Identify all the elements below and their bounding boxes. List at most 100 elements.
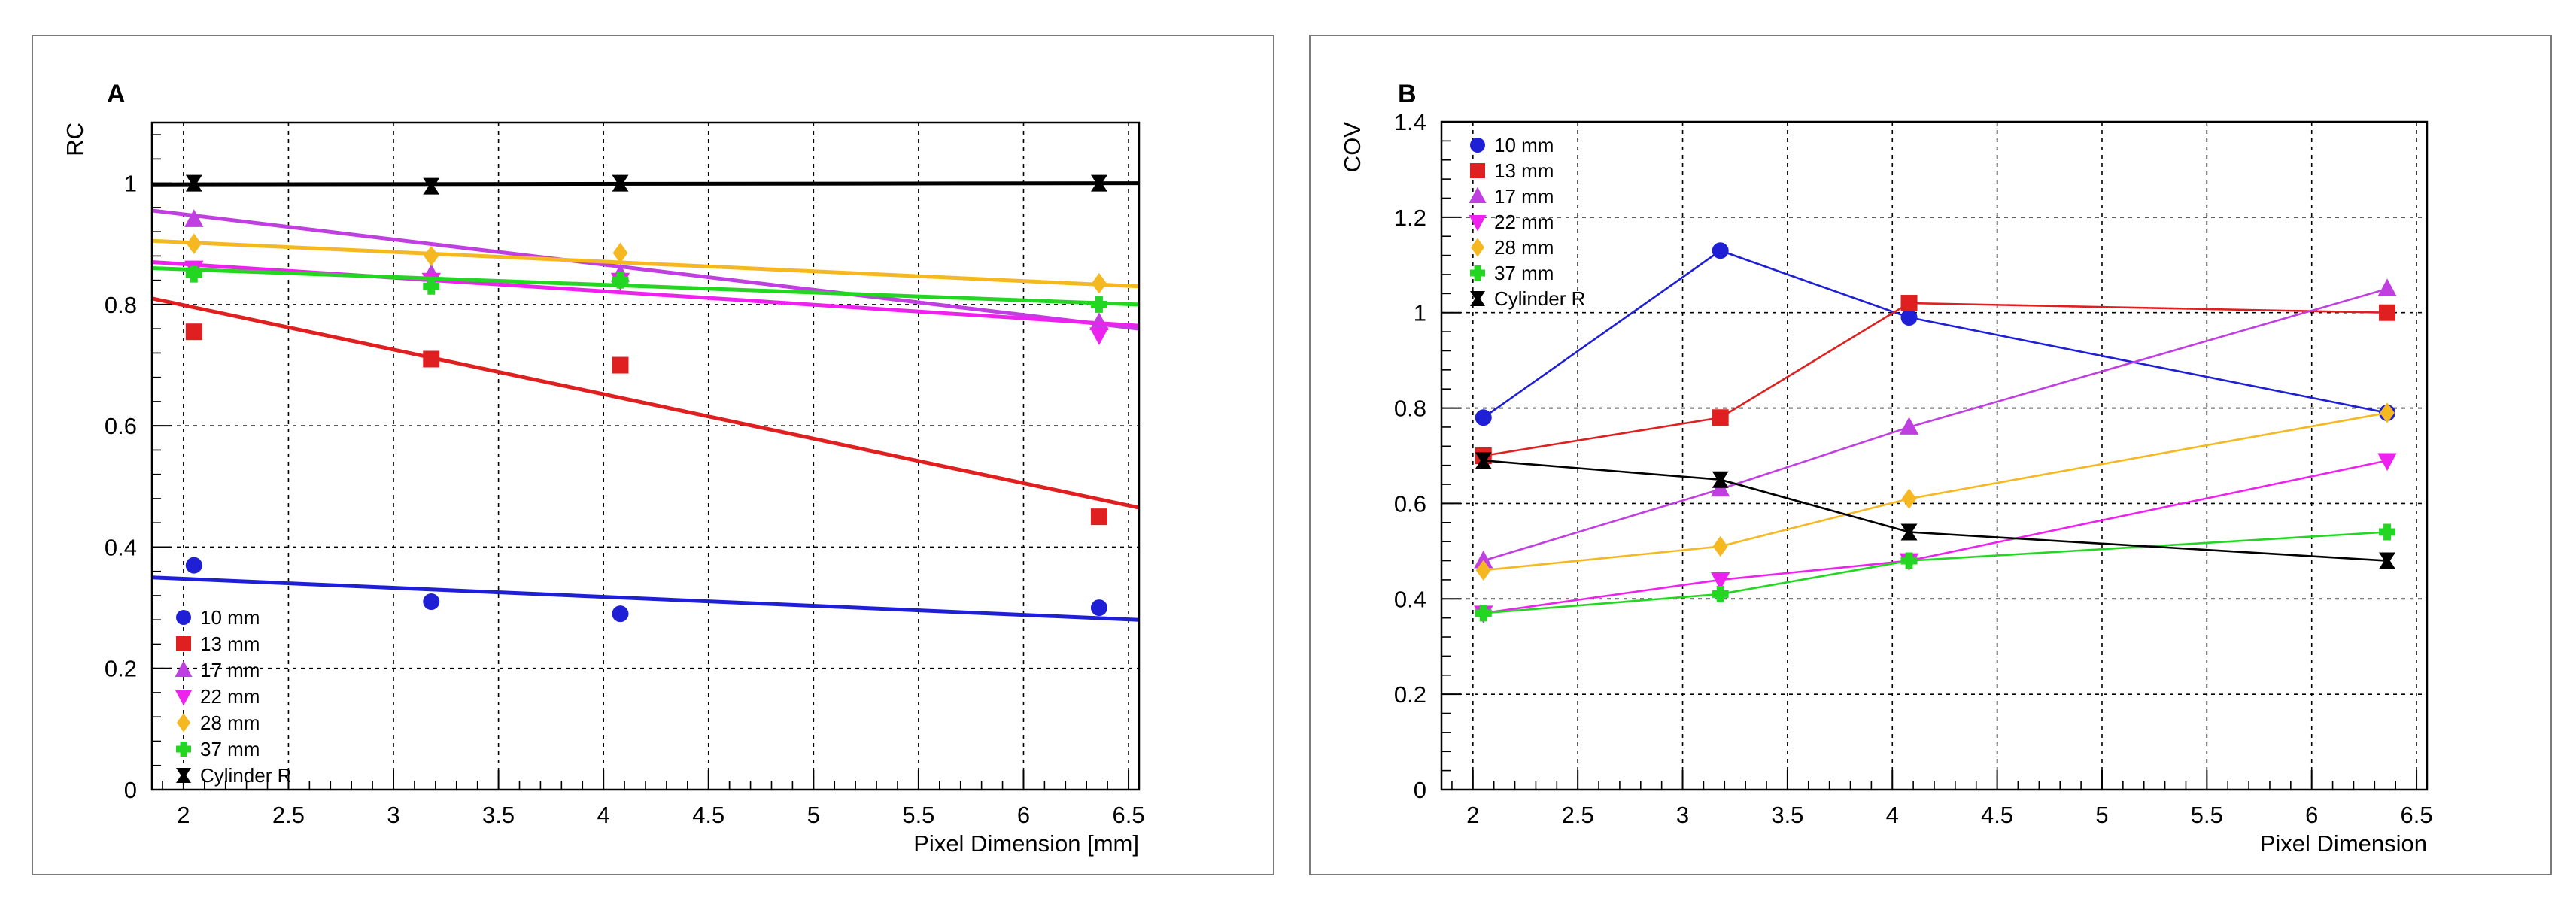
data-point [1090, 508, 1107, 526]
data-point [1474, 550, 1493, 569]
series-cylinder-r [1475, 452, 2396, 569]
legend-marker [1469, 215, 1487, 232]
data-point [423, 350, 440, 368]
axis-ticks: 2 2.5 3 3.5 4 4.5 5 5.5 6 6.5 0 0.2 0.4 0.6 0.8 1 1.2 1.4 [1394, 109, 2433, 828]
series-37-mm [1475, 523, 2396, 622]
legend: 10 mm 13 mm 17 mm 22 mm 28 mm 37 mm Cylinder R [175, 606, 291, 787]
legend-marker [1470, 265, 1485, 281]
x-tick-label: 6.5 [1112, 802, 1144, 828]
legend-label: 13 mm [200, 632, 260, 655]
y-tick-label: 0.8 [105, 292, 137, 318]
x-tick-label: 4 [597, 802, 610, 828]
data-point [612, 605, 629, 623]
data-point [2380, 402, 2395, 423]
legend-label: 37 mm [1494, 262, 1554, 284]
data-point [1090, 599, 1107, 617]
data-point [1900, 523, 1918, 541]
legend-label: 22 mm [200, 685, 260, 708]
series-line [1483, 411, 2388, 572]
data-point [2377, 453, 2397, 472]
y-tick-label: 0.8 [1394, 396, 1426, 422]
data-point [1090, 174, 1107, 192]
data-point [2379, 304, 2396, 321]
series-37-mm [151, 265, 1140, 313]
data-point [185, 557, 202, 574]
x-axis-title: Pixel Dimension [2260, 830, 2427, 857]
x-tick-label: 6 [2305, 802, 2318, 828]
series-line [1482, 249, 2388, 419]
fit-line [151, 208, 1140, 331]
series-10-mm [151, 557, 1140, 623]
x-tick-label: 5 [807, 802, 820, 828]
x-tick-label: 3.5 [482, 802, 515, 828]
data-point [423, 278, 440, 295]
legend-label: 28 mm [1494, 236, 1554, 259]
fit-line [151, 266, 1140, 307]
panel-label: B [1398, 80, 1417, 108]
y-tick-label: 0.6 [105, 413, 137, 439]
series-line [1483, 460, 2388, 614]
y-tick-label: 0.4 [1394, 586, 1426, 612]
y-tick-label: 1 [124, 171, 137, 197]
data-point [185, 323, 202, 341]
legend-marker [1469, 187, 1487, 203]
x-tick-label: 6 [1017, 802, 1030, 828]
series-line [1483, 302, 2388, 457]
legend-label: 37 mm [200, 738, 260, 760]
x-tick-label: 2.5 [272, 802, 305, 828]
fit-line [151, 259, 1140, 328]
y-axis-title: RC [62, 123, 88, 156]
data-point [1712, 585, 1729, 602]
legend-marker [1471, 238, 1484, 257]
x-tick-label: 3 [387, 802, 399, 828]
series-22-mm [1474, 453, 2397, 624]
series-cylinder-r [151, 174, 1140, 195]
y-tick-label: 0 [124, 777, 137, 803]
data-point [612, 242, 628, 264]
data-point [2379, 523, 2396, 541]
y-tick-label: 0.2 [1394, 681, 1426, 708]
data-point [185, 265, 202, 283]
series-13-mm [1475, 295, 2396, 464]
data-point [1900, 295, 1918, 312]
legend-marker [176, 768, 191, 783]
x-tick-label: 6.5 [2401, 802, 2433, 828]
chart-a-svg: A 2 2.5 3 3.5 4 4.5 5 5.5 6 6.5 0 0.2 0.4 0.6 0.8 1 Pixel… [62, 80, 1145, 857]
chart-panel-a: A 2 2.5 3 3.5 4 4.5 5 5.5 6 6.5 0 0.2 0.4 0.6 0.8 1 Pixel… [32, 35, 1274, 875]
data-point [612, 356, 629, 374]
series-10-mm [1475, 242, 2396, 426]
data-point [612, 272, 629, 289]
legend-marker [176, 636, 191, 651]
legend-label: Cylinder R [200, 764, 291, 787]
series-13-mm [151, 296, 1140, 526]
data-point [1089, 312, 1109, 330]
data-point [423, 593, 440, 611]
y-tick-label: 0.2 [105, 656, 137, 682]
data-point [2379, 552, 2396, 569]
x-tick-label: 2 [1466, 802, 1479, 828]
data-point [423, 177, 440, 195]
legend-label: 13 mm [1494, 159, 1554, 182]
chart-b-svg: B 2 2.5 3 3.5 4 4.5 5 5.5 6 6.5 0 0.2 0.4 0.6 0.8 1 1.2 1.… [1339, 80, 2433, 857]
legend-label: 10 mm [1494, 134, 1554, 156]
gridlines [1441, 121, 2427, 790]
legend-label: 10 mm [200, 606, 260, 629]
data-point [1092, 272, 1107, 294]
plot-frame [150, 121, 1141, 791]
data-point [1900, 552, 1918, 569]
y-tick-label: 1 [1414, 300, 1426, 326]
data-point [1475, 409, 1492, 426]
fit-line [151, 238, 1140, 289]
legend-label: 22 mm [1494, 211, 1554, 233]
legend-marker [175, 690, 193, 706]
series-line [1483, 460, 2388, 562]
x-tick-label: 4.5 [692, 802, 724, 828]
data-point [424, 245, 439, 267]
x-tick-label: 5.5 [2191, 802, 2223, 828]
x-tick-label: 5 [2095, 802, 2108, 828]
x-tick-label: 2.5 [1562, 802, 1594, 828]
y-tick-label: 0 [1414, 777, 1426, 803]
fit-line [151, 296, 1140, 510]
legend-marker [1470, 291, 1485, 306]
legend-marker [176, 610, 191, 625]
